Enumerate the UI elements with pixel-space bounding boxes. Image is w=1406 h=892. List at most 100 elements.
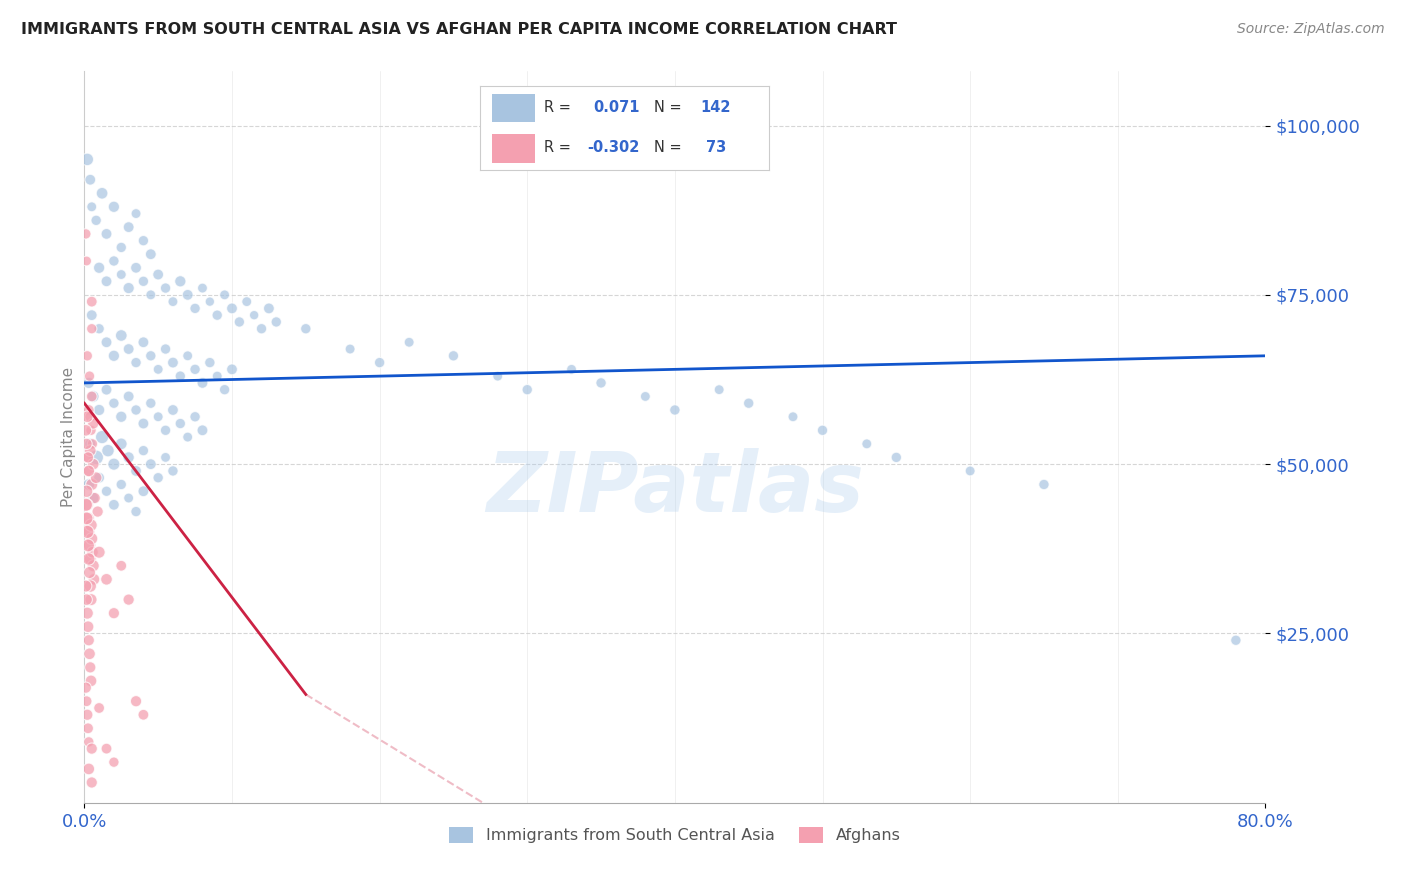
Point <box>221 362 243 376</box>
Point <box>76 437 98 451</box>
Point <box>125 505 148 519</box>
Point <box>76 524 98 539</box>
Point <box>184 409 207 424</box>
Point <box>77 450 100 465</box>
Point <box>76 606 98 620</box>
Point <box>236 294 259 309</box>
Point <box>118 450 141 465</box>
Point <box>110 437 132 451</box>
Point <box>77 464 100 478</box>
Point <box>75 423 97 437</box>
Point <box>516 383 538 397</box>
Point <box>76 450 98 465</box>
Point <box>87 545 111 559</box>
Point <box>368 355 391 369</box>
Point <box>214 288 236 302</box>
Point <box>80 592 103 607</box>
Point <box>118 220 141 235</box>
Point <box>87 403 111 417</box>
Point <box>75 681 97 695</box>
Point <box>87 260 111 275</box>
Point <box>664 403 686 417</box>
Point <box>148 471 170 485</box>
Point <box>87 701 111 715</box>
Point <box>103 457 125 471</box>
Point <box>132 335 155 350</box>
Point <box>80 518 103 533</box>
Point <box>139 457 162 471</box>
Point <box>155 450 177 465</box>
Point <box>96 484 118 499</box>
Point <box>738 396 761 410</box>
Point <box>82 417 104 431</box>
Point <box>82 491 104 505</box>
Point <box>486 369 509 384</box>
Point <box>76 511 98 525</box>
Point <box>207 308 229 322</box>
Point <box>132 707 155 722</box>
Point <box>75 498 97 512</box>
Point <box>125 464 148 478</box>
Point <box>591 376 613 390</box>
Point <box>79 538 101 552</box>
Point <box>86 505 108 519</box>
Point <box>339 342 361 356</box>
Point <box>79 552 101 566</box>
Point <box>77 538 100 552</box>
Point <box>198 294 221 309</box>
Point <box>110 558 132 573</box>
Point <box>80 308 103 322</box>
Point <box>561 362 583 376</box>
Point <box>162 355 184 369</box>
Point <box>77 403 100 417</box>
Point <box>77 477 100 491</box>
Point <box>132 484 155 499</box>
Point <box>169 274 191 288</box>
Point <box>125 355 148 369</box>
Point <box>77 511 100 525</box>
Point <box>83 491 105 505</box>
Point <box>76 409 98 424</box>
Point <box>103 498 125 512</box>
Point <box>77 524 100 539</box>
Point <box>118 592 141 607</box>
Point <box>96 274 118 288</box>
Point <box>77 735 100 749</box>
Point <box>709 383 731 397</box>
Point <box>77 376 100 390</box>
Point <box>97 443 120 458</box>
Point <box>80 532 103 546</box>
Point <box>162 464 184 478</box>
Point <box>139 349 162 363</box>
Point <box>132 417 155 431</box>
Point <box>132 234 155 248</box>
Point <box>295 322 318 336</box>
Point <box>110 328 132 343</box>
Point <box>118 342 141 356</box>
Point <box>191 423 214 437</box>
Point <box>214 383 236 397</box>
Point <box>132 274 155 288</box>
Point <box>110 268 132 282</box>
Point <box>110 240 132 254</box>
Point <box>82 558 104 573</box>
Point <box>82 457 104 471</box>
Point <box>76 498 98 512</box>
Point <box>443 349 465 363</box>
Point <box>162 403 184 417</box>
Point <box>103 396 125 410</box>
Point <box>79 647 101 661</box>
Point <box>169 369 191 384</box>
Point <box>76 592 98 607</box>
Point <box>80 200 103 214</box>
Point <box>79 660 101 674</box>
Point <box>959 464 981 478</box>
Point <box>87 322 111 336</box>
Point <box>79 369 101 384</box>
Point <box>84 471 107 485</box>
Point <box>80 673 103 688</box>
Point <box>77 721 100 735</box>
Point <box>856 437 879 451</box>
Point <box>76 694 98 708</box>
Point <box>80 389 103 403</box>
